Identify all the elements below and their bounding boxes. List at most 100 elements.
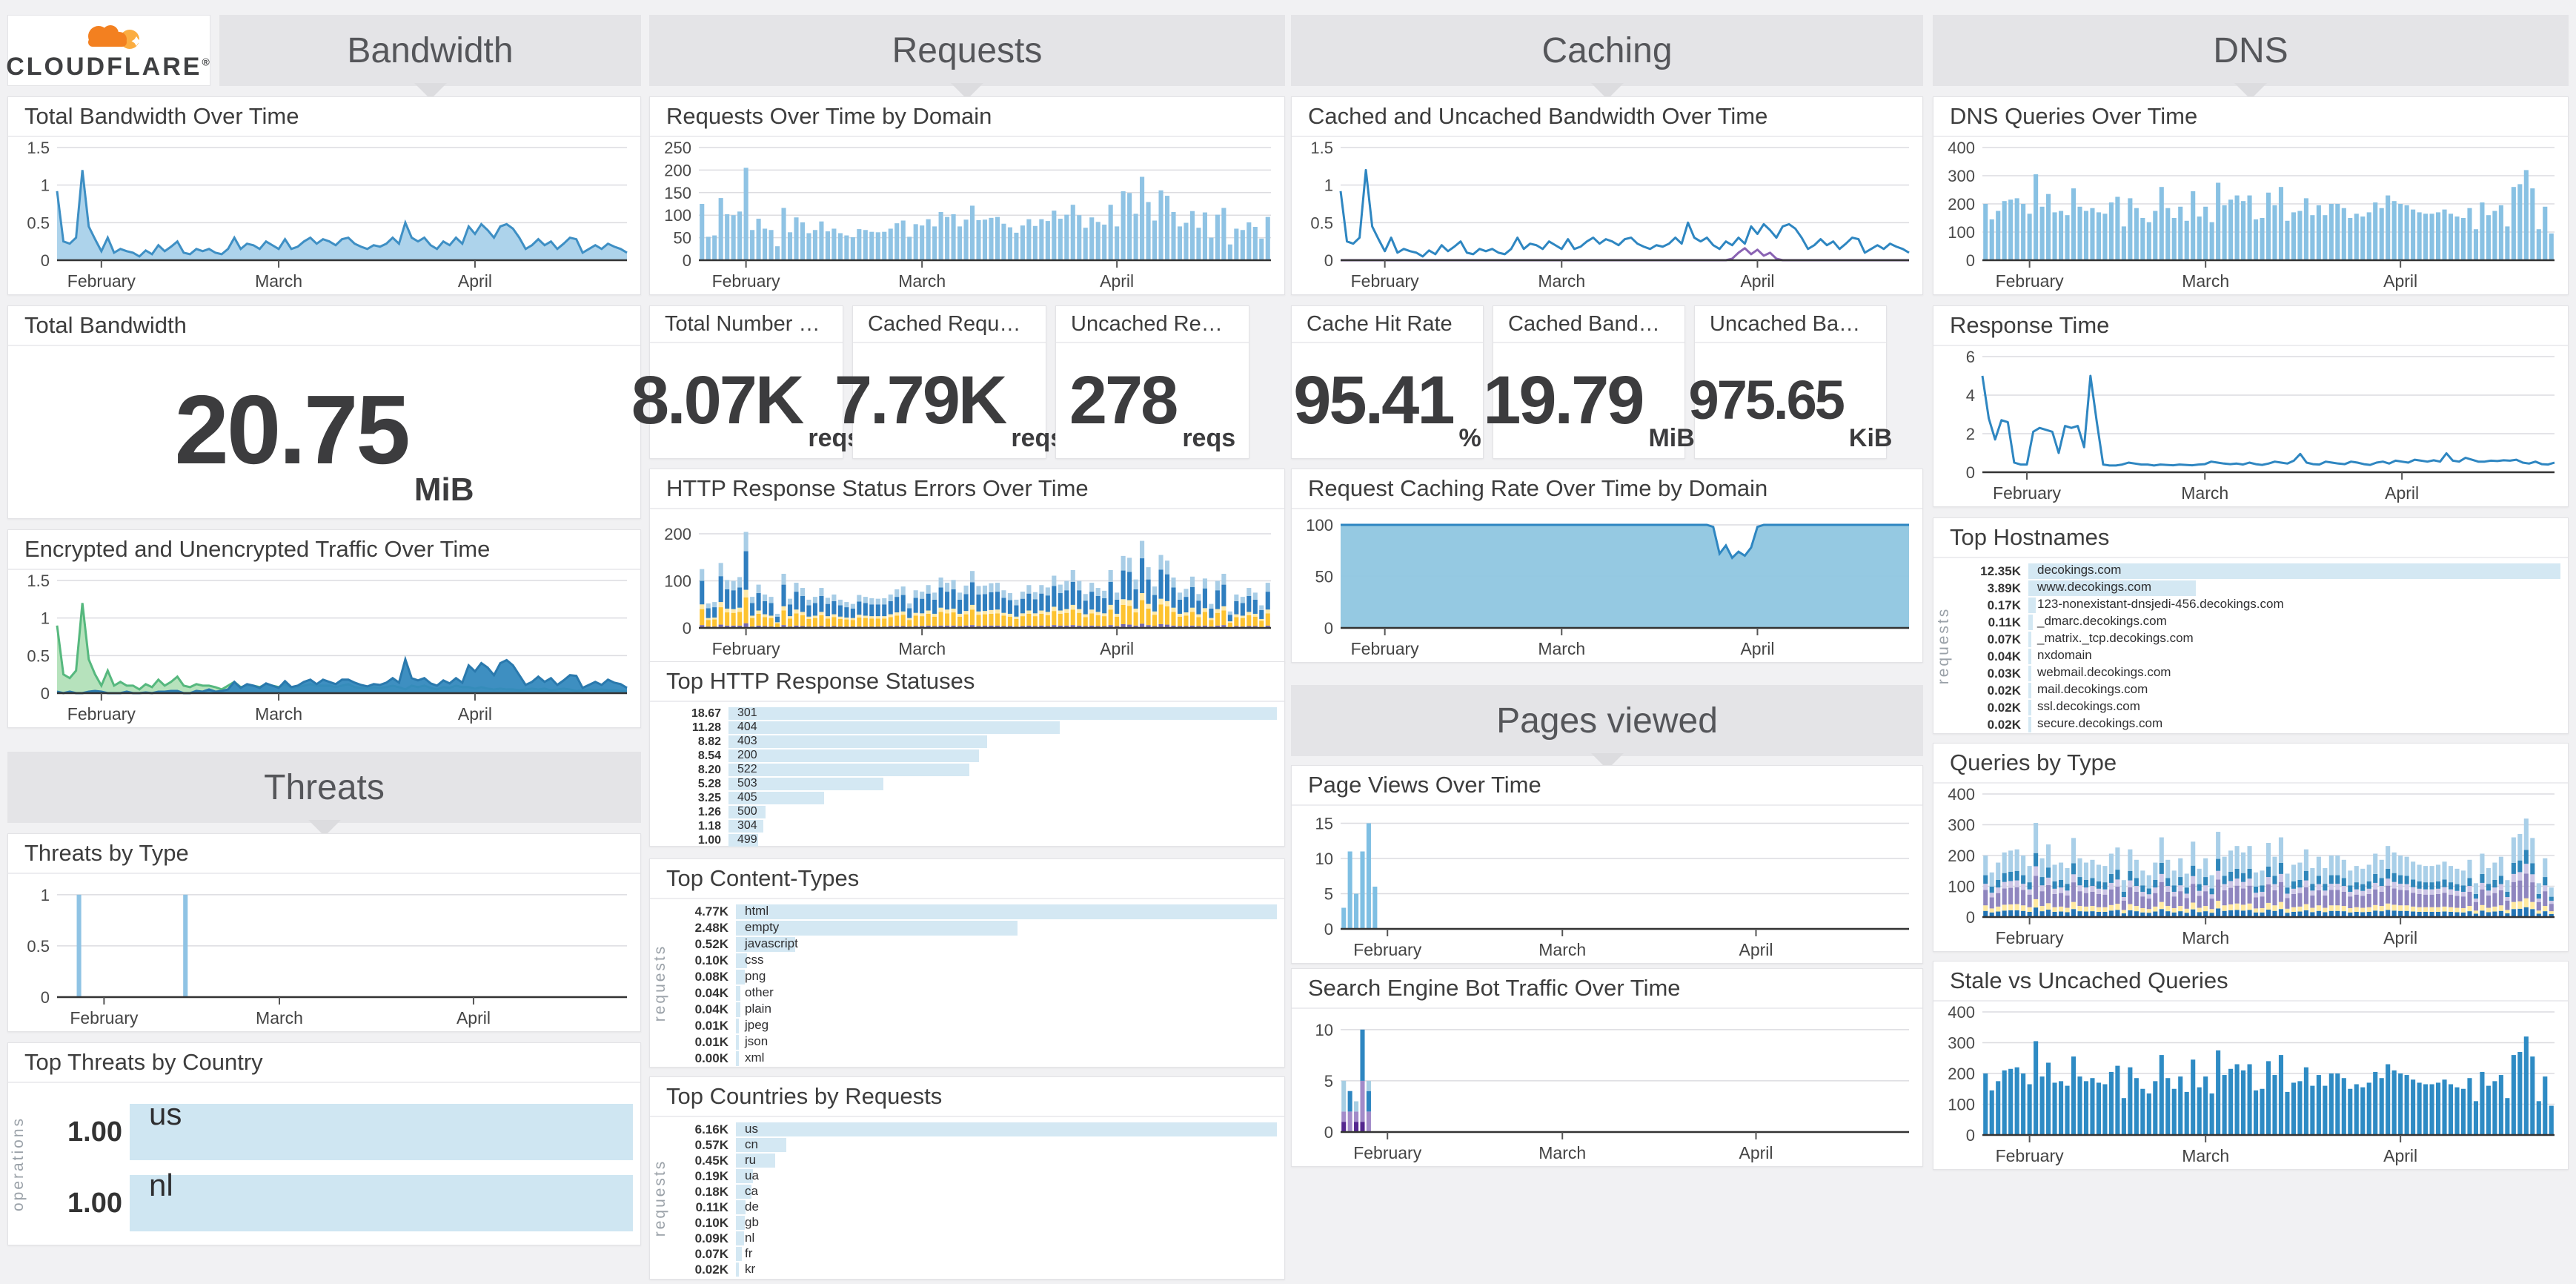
bar-segment [2391, 888, 2397, 905]
list-row[interactable]: 0.07K fr [675, 1246, 1277, 1262]
list-row[interactable]: 0.08K png [675, 969, 1277, 985]
bar [2310, 1085, 2315, 1135]
bar-segment [1121, 555, 1126, 571]
list-row[interactable]: 0.52K javascript [675, 936, 1277, 953]
list-row[interactable]: 0.04K plain [675, 1002, 1277, 1018]
list-row[interactable]: 0.09K nl [675, 1231, 1277, 1246]
bar-segment [995, 625, 1000, 628]
http-errors-chart[interactable]: 0 100 200 February March April [650, 509, 1284, 662]
cached-uncached-bandwidth-chart[interactable]: 0 0.5 1 1.5 February March April [1292, 137, 1922, 294]
list-row[interactable]: 18.67 301 [675, 706, 1277, 721]
list-row[interactable]: 0.07K _matrix._tcp.decokings.com [1959, 631, 2560, 648]
list-row[interactable]: 1.00 499 [675, 833, 1277, 847]
list-row[interactable]: 12.35K decokings.com [1959, 563, 2560, 580]
bar-segment [2417, 911, 2422, 917]
bar-segment [1158, 604, 1163, 624]
stale-uncached-queries-chart[interactable]: 0 100 200 300 400 February March April [1933, 1002, 2568, 1169]
list-row[interactable]: 0.04K nxdomain [1959, 648, 2560, 665]
bar-segment [1108, 581, 1113, 605]
encrypted-traffic-chart[interactable]: 0 0.5 1 1.5 February March April [8, 570, 640, 727]
response-time-chart[interactable]: 0 2 4 6 February March April [1933, 346, 2568, 506]
request-caching-rate-chart[interactable]: 0 50 100 February March April [1292, 509, 1922, 662]
list-row[interactable]: 2.48K empty [675, 920, 1277, 936]
list-row[interactable]: 1.26 500 [675, 805, 1277, 819]
bar-segment [2171, 896, 2177, 908]
bar [837, 233, 843, 260]
search-engine-bot-chart[interactable]: 0 5 10 February March April [1292, 1009, 1922, 1166]
list-row[interactable]: 0.04K other [675, 985, 1277, 1002]
bar-segment [2543, 911, 2548, 917]
bar-segment [725, 625, 730, 628]
dns-queries-chart[interactable]: 0 100 200 300 400 February March April [1933, 137, 2568, 294]
bar-segment [1102, 626, 1107, 628]
bar-segment [731, 612, 736, 626]
list-row[interactable]: 0.45K ru [675, 1153, 1277, 1168]
bar-segment [920, 626, 925, 628]
bar-segment [2191, 884, 2196, 903]
list-row[interactable]: 6.16K us [675, 1122, 1277, 1137]
threats-by-type-chart[interactable]: 0 0.5 1 February March April [8, 874, 640, 1031]
bar-segment [2115, 847, 2120, 870]
list-row[interactable]: 0.18K ca [675, 1184, 1277, 1199]
y-tick-label: 250 [664, 139, 691, 157]
list-row[interactable]: 1.18 304 [675, 819, 1277, 833]
bar-segment [1184, 597, 1189, 613]
bar-segment [1083, 617, 1088, 626]
bar-segment [2260, 870, 2265, 886]
list-row[interactable]: 3.89K www.decokings.com [1959, 580, 2560, 597]
bar-segment [812, 597, 817, 603]
total-bandwidth-over-time-chart[interactable]: 0 0.5 1 1.5 February March April [8, 137, 640, 294]
list-row[interactable]: 0.02K ssl.decokings.com [1959, 699, 2560, 716]
list-row[interactable]: 11.28 404 [675, 721, 1277, 735]
list-row[interactable]: 0.11K _dmarc.decokings.com [1959, 614, 2560, 631]
list-row[interactable]: 0.02K secure.decokings.com [1959, 716, 2560, 733]
bar [2153, 1081, 2158, 1135]
list-row[interactable]: 0.10K css [675, 953, 1277, 969]
list-row[interactable]: 0.01K json [675, 1034, 1277, 1050]
list-row[interactable]: 0.02K kr [675, 1262, 1277, 1277]
bar-segment [1189, 586, 1195, 608]
x-tick-label: February [1353, 1143, 1422, 1162]
list-row[interactable]: 0.03K webmail.decokings.com [1959, 665, 2560, 682]
bar-segment [831, 614, 837, 618]
list-row[interactable]: 5.28 503 [675, 777, 1277, 791]
queries-by-type-chart[interactable]: 0 100 200 300 400 February March April [1933, 784, 2568, 951]
bar [2505, 1098, 2510, 1135]
list-row[interactable]: 1.00 us [33, 1096, 633, 1168]
bar-segment [806, 605, 811, 617]
list-row[interactable]: 8.82 403 [675, 735, 1277, 749]
list-row[interactable]: 0.02K mail.decokings.com [1959, 682, 2560, 699]
bar-segment [2228, 881, 2234, 888]
bar-segment [2216, 908, 2221, 917]
list-row[interactable]: 1.00 nl [33, 1168, 633, 1239]
requests-over-time-chart[interactable]: 0 50 100 150 200 250 February March April [650, 137, 1284, 294]
bar-segment [2090, 891, 2095, 907]
list-row[interactable]: 3.25 405 [675, 791, 1277, 805]
bar-segment [2052, 864, 2057, 881]
list-row[interactable]: 4.77K html [675, 904, 1277, 920]
bar-segment [2090, 859, 2095, 878]
list-row[interactable]: 0.17K 123-nonexistant-dnsjedi-456.decokin… [1959, 597, 2560, 614]
bar-segment [794, 592, 799, 610]
list-row[interactable]: 0.00K xml [675, 1050, 1277, 1067]
list-row[interactable]: 0.11K de [675, 1199, 1277, 1215]
row-bar [2028, 580, 2197, 596]
list-row[interactable]: 0.57K cn [675, 1137, 1277, 1153]
bar-segment [2316, 890, 2321, 906]
bar-segment [2303, 887, 2308, 904]
list-row[interactable]: 8.54 200 [675, 749, 1277, 763]
list-row[interactable]: 0.01K jpeg [675, 1018, 1277, 1034]
stat-title: Cache Hit Rate [1292, 306, 1483, 343]
bar-segment [2108, 910, 2114, 917]
page-views-chart[interactable]: 0 5 10 15 February March April [1292, 806, 1922, 963]
bar-segment [894, 615, 900, 626]
row-bar [2028, 632, 2032, 647]
bar-segment [989, 613, 994, 626]
list-row[interactable]: 0.10K gb [675, 1215, 1277, 1231]
bar [2373, 1071, 2378, 1135]
bar-segment [2328, 890, 2334, 906]
bar-segment [1026, 593, 1032, 611]
list-row[interactable]: 0.19K ua [675, 1168, 1277, 1184]
list-row[interactable]: 8.20 522 [675, 763, 1277, 777]
row-bar [728, 735, 988, 748]
